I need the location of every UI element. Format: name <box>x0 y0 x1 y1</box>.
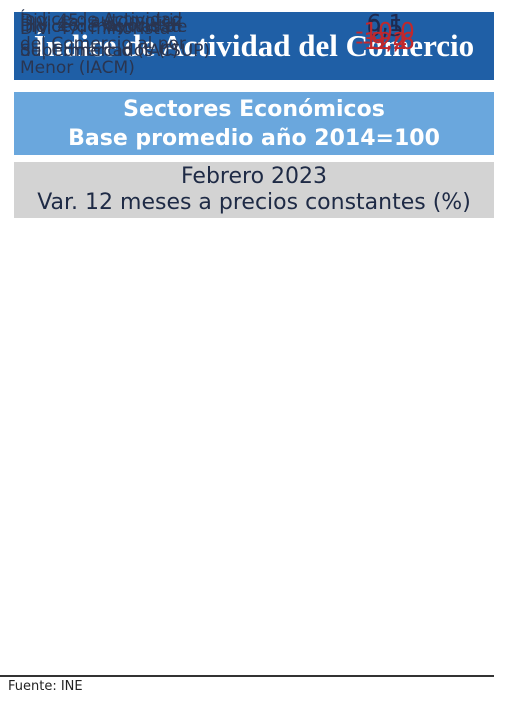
subtitle-line: Base promedio año 2014=100 <box>68 126 440 151</box>
table-row: Índice de Actividad del Comercio (IAC) -3,… <box>0 0 520 90</box>
row-label: Div. 46: mayorista <box>20 14 175 38</box>
row-value: -3,4 <box>362 29 408 55</box>
row-label: Índice de Ventas de Supermercados (ISUP) <box>20 15 210 63</box>
label-line: del Comercio al por <box>20 34 186 54</box>
footer: Fuente: INE <box>8 679 83 694</box>
title-bar: Índice de Actividad del Comercio <box>14 12 494 80</box>
table-row: Div. 46: mayorista 0,5 <box>0 16 520 208</box>
period-bar: Febrero 2023 Var. 12 meses a precios cons… <box>14 162 494 218</box>
row-label: Div. 47: minorista <box>20 17 170 41</box>
table-row: Div. 45: automotriz 6,1 <box>0 11 520 144</box>
label-line: Índice de Actividad <box>20 17 183 37</box>
label-line: Div. 45: automotriz <box>20 11 183 31</box>
subtitle-bar: Sectores Económicos Base promedio año 201… <box>14 92 494 155</box>
label-line: Índice de Actividad <box>20 10 183 30</box>
row-value: -10,0 <box>355 19 415 45</box>
row-value: -9,2 <box>362 29 408 55</box>
table-row: Índice de Ventas de Supermercados (ISUP) -… <box>0 17 520 367</box>
label-line: Menor (IACM) <box>20 58 135 78</box>
label-line: Supermercados (ISUP) <box>20 40 211 61</box>
title: Índice de Actividad del Comercio <box>33 28 475 63</box>
row-value: 6,1 <box>366 11 404 37</box>
table-row: Div. 47: minorista -10,0 <box>0 19 520 278</box>
label-line: Div. 46: mayorista <box>20 16 176 36</box>
label-line: del Comercio (IAC) <box>20 41 179 61</box>
label-line: Índice de Ventas de <box>20 16 188 37</box>
bottom-rule <box>0 675 494 677</box>
period-line: Var. 12 meses a precios constantes (%) <box>37 190 471 215</box>
row-value: 0,5 <box>366 16 404 42</box>
row-label: Div. 45: automotriz <box>20 9 183 33</box>
period-line: Febrero 2023 <box>180 164 328 189</box>
row-value: -12,6 <box>355 28 415 55</box>
subtitle-line: Sectores Económicos <box>123 97 385 122</box>
label-line: Div. 47: minorista <box>20 19 171 39</box>
table-row: Índice de Actividad del Comercio al por Me… <box>0 10 520 457</box>
row-label: Índice de Actividad del Comercio al por Me… <box>20 8 186 80</box>
row-label: Índice de Actividad del Comercio (IAC) <box>20 15 182 63</box>
